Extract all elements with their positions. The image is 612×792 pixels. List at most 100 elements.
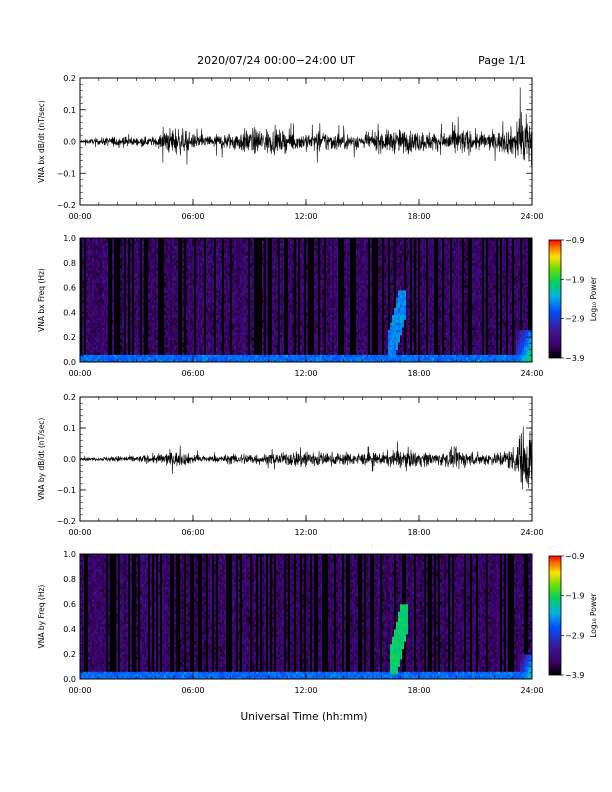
spectrogram-cell	[90, 352, 93, 355]
spectrogram-cell	[240, 267, 243, 271]
spectrogram-cell	[252, 255, 255, 259]
spectrogram-cell	[256, 255, 259, 259]
spectrogram-cell	[128, 257, 131, 261]
spectrogram-cell	[220, 257, 223, 261]
spectrogram-cell	[132, 272, 135, 276]
spectrogram-cell	[254, 322, 257, 326]
spectrogram-cell	[130, 247, 133, 251]
spectrogram-cell	[148, 354, 151, 358]
spectrogram-cell	[142, 287, 145, 291]
spectrogram-cell	[242, 265, 245, 269]
spectrogram-cell	[130, 317, 133, 321]
spectrogram-cell	[202, 324, 205, 328]
spectrogram-cell	[256, 312, 259, 316]
spectrogram-cell	[116, 324, 119, 328]
spectrogram-cell	[88, 304, 91, 308]
spectrogram-cell	[196, 319, 199, 323]
spectrogram-cell	[106, 314, 109, 318]
spectrogram-cell	[156, 252, 159, 256]
spectrogram-cell	[134, 240, 137, 244]
spectrogram-cell	[258, 342, 261, 345]
spectrogram-cell	[192, 329, 195, 333]
spectrogram-cell	[176, 262, 179, 266]
spectrogram-cell	[132, 324, 135, 328]
spectrogram-cell	[96, 245, 99, 249]
spectrogram-cell	[240, 280, 243, 283]
spectrogram-cell	[202, 332, 205, 336]
spectrogram-cell	[160, 297, 163, 301]
spectrogram-cell	[208, 312, 211, 316]
spectrogram-cell	[126, 255, 129, 259]
spectrogram-cell	[170, 295, 173, 298]
spectrogram-cell	[168, 292, 171, 296]
spectrogram-cell	[222, 322, 225, 326]
spectrogram-cell	[104, 242, 107, 246]
spectrogram-cell	[252, 354, 255, 358]
spectrogram-cell	[88, 265, 91, 269]
spectrogram-cell	[226, 327, 229, 331]
spectrogram-cell	[202, 309, 205, 313]
spectrogram-cell	[164, 312, 167, 316]
spectrogram-cell	[134, 329, 137, 333]
spectrogram-cell	[144, 314, 147, 318]
spectrogram-cell	[170, 337, 173, 340]
spectrogram-cell	[186, 354, 189, 358]
spectrogram-cell	[88, 255, 91, 259]
spectrogram-cell	[156, 324, 159, 328]
spectrogram-cell	[108, 290, 111, 293]
spectrogram-cell	[192, 337, 195, 340]
spectrogram-cell	[210, 300, 213, 303]
spectrogram-cell	[212, 332, 215, 336]
spectrogram-cell	[174, 267, 177, 271]
spectrogram-cell	[186, 275, 189, 278]
spectrogram-cell	[174, 342, 177, 345]
spectrogram-cell	[202, 339, 205, 343]
spectrogram-cell	[246, 270, 249, 274]
spectrogram-cell	[128, 334, 131, 338]
spectrogram-cell	[200, 359, 203, 363]
spectrogram-cell	[246, 347, 249, 350]
spectrogram-cell	[112, 280, 115, 283]
spectrogram-cell	[208, 240, 211, 244]
spectrogram-cell	[246, 314, 249, 318]
spectrogram-cell	[190, 267, 193, 271]
spectrogram-cell	[264, 257, 267, 261]
spectrogram-cell	[144, 317, 147, 321]
spectrogram-cell	[120, 280, 123, 283]
spectrogram-cell	[194, 238, 197, 241]
spectrogram-cell	[116, 270, 119, 274]
spectrogram-cell	[264, 280, 267, 283]
spectrogram-cell	[262, 292, 265, 296]
spectrogram-cell	[218, 354, 221, 358]
spectrogram-cell	[262, 334, 265, 338]
spectrogram-cell	[214, 327, 217, 331]
spectrogram-cell	[96, 304, 99, 308]
spectrogram-cell	[238, 255, 241, 259]
spectrogram-cell	[98, 317, 101, 321]
spectrogram-cell	[116, 267, 119, 271]
spectrogram-cell	[84, 322, 87, 326]
spectrogram-cell	[240, 238, 243, 241]
spectrogram-cell	[84, 309, 87, 313]
spectrogram-cell	[178, 354, 181, 358]
spectrogram-cell	[126, 357, 129, 360]
spectrogram-cell	[102, 265, 105, 269]
spectrogram-cell	[182, 257, 185, 261]
spectrogram-cell	[218, 314, 221, 318]
spectrogram-cell	[202, 262, 205, 266]
spectrogram-cell	[214, 344, 217, 348]
spectrogram-cell	[232, 327, 235, 331]
spectrogram-cell	[152, 344, 155, 348]
spectrogram-cell	[186, 307, 189, 311]
spectrogram-cell	[228, 285, 231, 288]
spectrogram-cell	[264, 307, 267, 311]
spectrogram-cell	[190, 332, 193, 336]
spectrogram-cell	[146, 354, 149, 358]
spectrogram-cell	[184, 282, 187, 286]
spectrogram-cell	[272, 277, 275, 281]
spectrogram-cell	[270, 359, 273, 363]
spectrogram-cell	[156, 312, 159, 316]
spectrogram-cell	[162, 337, 165, 340]
spectrogram-cell	[158, 245, 161, 249]
spectrogram-cell	[92, 349, 95, 353]
